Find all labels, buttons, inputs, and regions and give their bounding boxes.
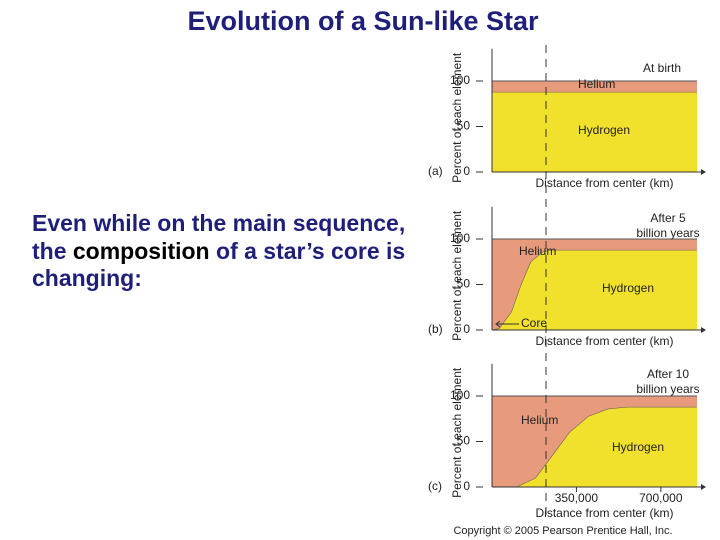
- area: [492, 406, 697, 487]
- y-tick-label: 100: [450, 231, 470, 245]
- body-text: Even while on the main sequence, the com…: [32, 210, 412, 293]
- annotation: billion years: [636, 382, 699, 396]
- core-label: Core: [521, 316, 547, 330]
- area: [492, 249, 697, 330]
- x-axis-label: Distance from center (km): [535, 334, 673, 348]
- y-tick-label: 100: [450, 388, 470, 402]
- y-tick-label: 100: [450, 73, 470, 87]
- annotation: billion years: [636, 226, 699, 240]
- y-tick-label: 50: [457, 277, 471, 291]
- y-axis-label: Percent of each element: [450, 367, 464, 498]
- area: [492, 91, 697, 172]
- y-axis-label: Percent of each element: [450, 52, 464, 183]
- annotation: After 10: [647, 367, 689, 381]
- x-axis-label: Distance from center (km): [535, 176, 673, 190]
- y-axis-label: Percent of each element: [450, 210, 464, 341]
- area: [492, 81, 697, 92]
- core-arrow: [495, 320, 519, 328]
- body-part: composition: [72, 237, 210, 264]
- series-label: Helium: [578, 77, 615, 91]
- series-label: Helium: [521, 413, 558, 427]
- area: [492, 396, 697, 487]
- x-tick-label: 350,000: [555, 491, 599, 505]
- body-part: Even while on the main sequence, the: [32, 210, 406, 264]
- panel-label: (b): [428, 322, 443, 336]
- y-tick-label: 50: [457, 119, 471, 133]
- series-label: Hydrogen: [602, 281, 654, 295]
- y-tick-label: 0: [463, 164, 470, 178]
- x-axis-arrow: [701, 327, 706, 333]
- annotation: After 5: [650, 211, 686, 225]
- series-label: Helium: [519, 244, 556, 258]
- body-part: of a star’s core is changing:: [32, 237, 406, 292]
- y-tick-label: 50: [457, 434, 471, 448]
- slide-title: Evolution of a Sun-like Star: [187, 6, 539, 36]
- panel-label: (c): [428, 479, 442, 493]
- y-tick-label: 0: [463, 479, 470, 493]
- panel-label: (a): [428, 164, 443, 178]
- copyright: Copyright © 2005 Pearson Prentice Hall, …: [453, 525, 672, 537]
- series-label: Hydrogen: [578, 123, 630, 137]
- area: [492, 239, 697, 330]
- x-axis-label: Distance from center (km): [535, 506, 673, 520]
- annotation: At birth: [643, 61, 681, 75]
- x-axis-arrow: [701, 169, 706, 175]
- y-tick-label: 0: [463, 322, 470, 336]
- series-label: Hydrogen: [612, 440, 664, 454]
- x-axis-arrow: [701, 484, 706, 490]
- x-tick-label: 700,000: [639, 491, 683, 505]
